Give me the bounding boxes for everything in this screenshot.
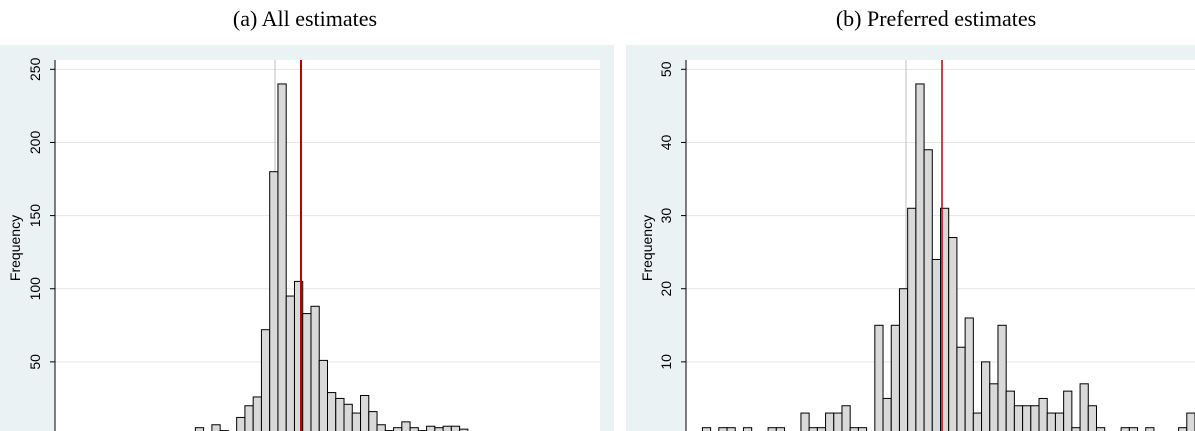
bar bbox=[800, 412, 810, 431]
bar bbox=[1087, 405, 1097, 431]
y-tick-label: 10 bbox=[658, 354, 674, 370]
bar bbox=[1128, 427, 1139, 431]
y-tick-label: 100 bbox=[27, 277, 43, 301]
y-tick-label: 150 bbox=[27, 204, 43, 228]
bar bbox=[767, 427, 777, 431]
bar bbox=[1145, 427, 1155, 431]
bar bbox=[393, 427, 403, 431]
y-tick-label: 250 bbox=[27, 57, 43, 81]
bar bbox=[972, 412, 983, 431]
y-tick-label: 50 bbox=[27, 354, 43, 370]
bar bbox=[857, 427, 868, 431]
y-tick-label: 40 bbox=[658, 134, 674, 150]
bar bbox=[318, 359, 329, 431]
bar bbox=[1038, 397, 1048, 431]
bar bbox=[1046, 412, 1056, 431]
bar bbox=[997, 324, 1007, 431]
bar bbox=[426, 425, 436, 431]
bar bbox=[368, 411, 378, 431]
bar bbox=[327, 392, 337, 431]
bar bbox=[285, 295, 295, 431]
bar bbox=[931, 258, 942, 431]
bar bbox=[1022, 405, 1032, 431]
bar bbox=[269, 171, 279, 431]
bar bbox=[343, 403, 353, 431]
bar bbox=[244, 405, 254, 431]
bar bbox=[194, 427, 205, 431]
bar bbox=[1054, 412, 1065, 431]
y-tick-label: 200 bbox=[27, 131, 43, 155]
bar bbox=[260, 329, 271, 431]
bar bbox=[434, 427, 444, 431]
bar bbox=[898, 288, 909, 431]
bars bbox=[194, 83, 469, 431]
bar bbox=[409, 427, 419, 431]
bar bbox=[833, 412, 843, 431]
bar bbox=[236, 416, 246, 431]
bar bbox=[1005, 390, 1015, 431]
bar bbox=[1063, 390, 1073, 431]
bar bbox=[401, 421, 411, 431]
bar bbox=[907, 207, 917, 431]
bar bbox=[808, 427, 818, 431]
bar bbox=[459, 428, 469, 431]
bar bbox=[890, 324, 900, 431]
bar bbox=[742, 427, 753, 431]
bar bbox=[841, 405, 851, 431]
y-axis-label: Frequency bbox=[7, 215, 23, 281]
bar bbox=[1120, 427, 1130, 431]
bar bbox=[956, 346, 966, 431]
bar bbox=[882, 397, 892, 431]
bar bbox=[450, 425, 461, 431]
bar bbox=[849, 427, 859, 431]
bar bbox=[252, 396, 262, 431]
bar bbox=[981, 361, 991, 431]
bar bbox=[948, 237, 958, 431]
bar bbox=[915, 83, 925, 431]
bar bbox=[1095, 427, 1106, 431]
bar bbox=[816, 427, 827, 431]
bar bbox=[376, 424, 386, 431]
chart-title: (a) All estimates bbox=[233, 6, 377, 31]
bar bbox=[874, 324, 884, 431]
bars bbox=[701, 83, 1195, 431]
bar bbox=[302, 313, 312, 431]
bar bbox=[1186, 412, 1195, 431]
bar bbox=[211, 424, 221, 431]
bar bbox=[989, 383, 999, 431]
bar bbox=[726, 427, 736, 431]
bar bbox=[825, 412, 835, 431]
chart-title: (b) Preferred estimates bbox=[836, 6, 1036, 31]
bar bbox=[701, 427, 712, 431]
bar bbox=[335, 397, 345, 431]
bar bbox=[964, 317, 974, 431]
bar bbox=[1079, 383, 1089, 431]
bar bbox=[1030, 405, 1040, 431]
y-axis-label: Frequency bbox=[639, 215, 655, 281]
bar bbox=[360, 395, 370, 431]
bar bbox=[1013, 405, 1024, 431]
bar bbox=[442, 425, 452, 431]
bar bbox=[1178, 427, 1188, 431]
bar bbox=[310, 305, 320, 431]
bar bbox=[718, 427, 728, 431]
bar bbox=[923, 149, 933, 431]
y-tick-label: 50 bbox=[658, 61, 674, 77]
y-tick-label: 30 bbox=[658, 208, 674, 224]
bar bbox=[277, 83, 287, 431]
y-tick-label: 20 bbox=[658, 281, 674, 297]
bar bbox=[351, 412, 362, 431]
bar bbox=[1071, 427, 1081, 431]
bar bbox=[775, 427, 786, 431]
